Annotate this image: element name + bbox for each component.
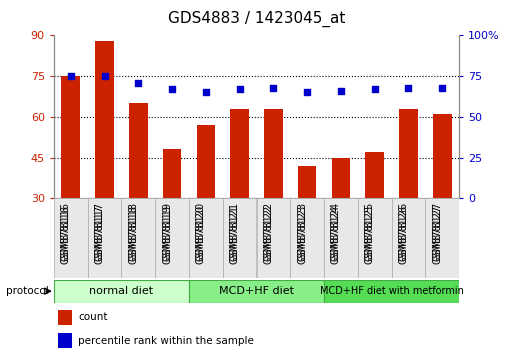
Bar [54, 198, 88, 278]
Bar [155, 198, 189, 278]
Text: GSM878122: GSM878122 [263, 205, 273, 264]
Bar [223, 198, 256, 278]
Text: GDS4883 / 1423045_at: GDS4883 / 1423045_at [168, 11, 345, 27]
Text: GSM878119: GSM878119 [162, 202, 172, 261]
Text: GSM878121: GSM878121 [230, 205, 240, 264]
Bar [58, 310, 72, 325]
Text: protocol: protocol [6, 286, 49, 296]
Text: GSM878127: GSM878127 [432, 205, 442, 264]
Point [438, 85, 446, 90]
Bar [331, 158, 350, 198]
Point [269, 85, 278, 90]
Bar [324, 280, 459, 303]
Text: GSM878119: GSM878119 [162, 205, 172, 264]
Bar [95, 41, 114, 198]
Bar [365, 152, 384, 198]
Bar [189, 198, 223, 278]
Text: GSM878122: GSM878122 [263, 202, 273, 262]
Bar [189, 280, 324, 303]
Text: GSM878120: GSM878120 [196, 202, 206, 261]
Text: GSM878116: GSM878116 [61, 205, 71, 264]
Point [404, 85, 412, 90]
Point [134, 80, 143, 85]
Text: GSM878123: GSM878123 [297, 202, 307, 261]
Bar [62, 76, 80, 198]
Point [67, 73, 75, 79]
Bar [264, 109, 283, 198]
Text: GSM878117: GSM878117 [94, 205, 105, 264]
Text: GSM878127: GSM878127 [432, 202, 442, 262]
Text: MCD+HF diet: MCD+HF diet [219, 286, 294, 296]
Text: percentile rank within the sample: percentile rank within the sample [78, 336, 254, 346]
Text: GSM878126: GSM878126 [399, 202, 408, 261]
Bar [433, 114, 451, 198]
Bar [230, 109, 249, 198]
Bar [256, 198, 290, 278]
Bar [129, 103, 148, 198]
Bar [58, 333, 72, 348]
Text: GSM878126: GSM878126 [399, 205, 408, 264]
Point [370, 86, 379, 92]
Point [168, 86, 176, 92]
Bar [358, 198, 391, 278]
Bar [290, 198, 324, 278]
Bar [298, 166, 317, 198]
Text: GSM878121: GSM878121 [230, 202, 240, 261]
Text: GSM878123: GSM878123 [297, 205, 307, 264]
Text: GSM878124: GSM878124 [331, 205, 341, 264]
Text: GSM878118: GSM878118 [128, 205, 139, 264]
Bar [54, 280, 189, 303]
Bar [399, 109, 418, 198]
Text: GSM878118: GSM878118 [128, 202, 139, 261]
Bar [391, 198, 425, 278]
Text: normal diet: normal diet [89, 286, 153, 296]
Bar [196, 125, 215, 198]
Point [303, 90, 311, 95]
Text: GSM878125: GSM878125 [365, 205, 374, 264]
Point [235, 86, 244, 92]
Text: GSM878117: GSM878117 [94, 202, 105, 261]
Text: GSM878125: GSM878125 [365, 202, 374, 262]
Bar [324, 198, 358, 278]
Bar [425, 198, 459, 278]
Text: MCD+HF diet with metformin: MCD+HF diet with metformin [320, 286, 464, 296]
Bar [88, 198, 122, 278]
Text: GSM878124: GSM878124 [331, 202, 341, 261]
Text: GSM878120: GSM878120 [196, 205, 206, 264]
Point [337, 88, 345, 93]
Text: GSM878116: GSM878116 [61, 202, 71, 261]
Point [101, 73, 109, 79]
Text: count: count [78, 312, 108, 322]
Point [202, 90, 210, 95]
Bar [122, 198, 155, 278]
Bar [163, 149, 182, 198]
